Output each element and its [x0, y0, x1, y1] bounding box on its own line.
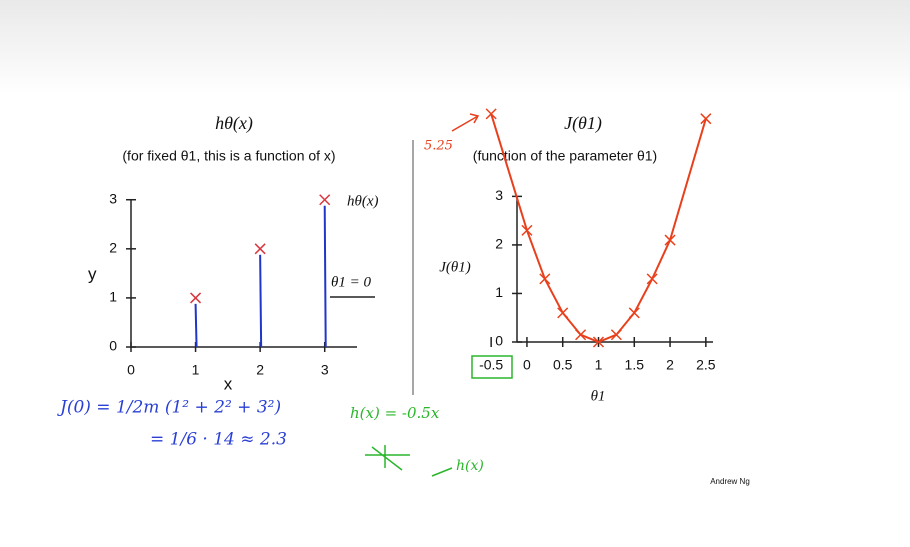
- y-tick-label: 2: [495, 236, 503, 252]
- sketch: [365, 445, 410, 471]
- y-tick-label: 3: [109, 190, 117, 206]
- handwriting: h(x): [456, 458, 484, 474]
- point: [485, 108, 497, 120]
- point: [700, 113, 712, 125]
- arrow: [451, 113, 480, 132]
- handwriting: h(x) = -0.5x: [350, 404, 440, 422]
- highlight-box: [471, 355, 513, 379]
- handwriting: J(0) = 1/2m (1² + 2² + 3²): [57, 398, 281, 418]
- point: [319, 194, 331, 206]
- x-tick-label: 3: [321, 362, 329, 378]
- x-tick-label: 2: [256, 362, 264, 378]
- author: Andrew Ng: [710, 477, 750, 486]
- point: [254, 243, 266, 255]
- x-axis-label: x: [224, 374, 233, 393]
- annotation: hθ(x): [347, 193, 379, 209]
- point: [575, 329, 587, 341]
- x-tick-label: 0: [523, 357, 531, 373]
- y-tick-label: 3: [495, 187, 503, 203]
- x-tick-label: -0.5: [479, 357, 503, 373]
- x-tick-label: 2: [666, 357, 674, 373]
- left-title: hθ(x): [215, 113, 253, 134]
- y-tick-label: 1: [495, 284, 503, 300]
- x-tick-label: 0.5: [553, 357, 573, 373]
- residual: [259, 254, 263, 348]
- residual: [194, 303, 198, 348]
- x-tick-label: 0: [127, 362, 135, 378]
- residual: [323, 205, 327, 348]
- point: [521, 224, 533, 236]
- annotation: 5.25: [424, 139, 453, 154]
- y-tick-label: 2: [109, 240, 117, 256]
- point: [664, 234, 676, 246]
- point: [539, 273, 551, 285]
- arrow: [431, 467, 453, 477]
- point: [628, 307, 640, 319]
- x-tick-label: 2.5: [696, 357, 716, 373]
- y-axis-label: J(θ1): [439, 259, 471, 275]
- x-tick-label: 1.5: [625, 357, 645, 373]
- x-axis-label: θ1: [591, 388, 606, 404]
- x-tick-label: 1: [192, 362, 200, 378]
- point: [610, 329, 622, 341]
- annotation: θ1 = 0: [331, 274, 371, 290]
- left-subtitle: (for fixed θ1, this is a function of x): [122, 148, 335, 164]
- y-tick-label: 0: [495, 333, 503, 349]
- point: [190, 292, 202, 304]
- right-title: J(θ1): [564, 113, 602, 134]
- point: [557, 307, 569, 319]
- point: [646, 273, 658, 285]
- y-tick-label: 1: [109, 289, 117, 305]
- y-axis-label: y: [88, 264, 97, 283]
- y-tick-label: 0: [109, 338, 117, 354]
- header-band: [0, 0, 910, 95]
- handwriting: = 1/6 · 14 ≈ 2.3: [150, 430, 287, 450]
- right-subtitle: (function of the parameter θ1): [473, 148, 657, 164]
- point: [592, 336, 605, 348]
- x-tick-label: 1: [595, 357, 603, 373]
